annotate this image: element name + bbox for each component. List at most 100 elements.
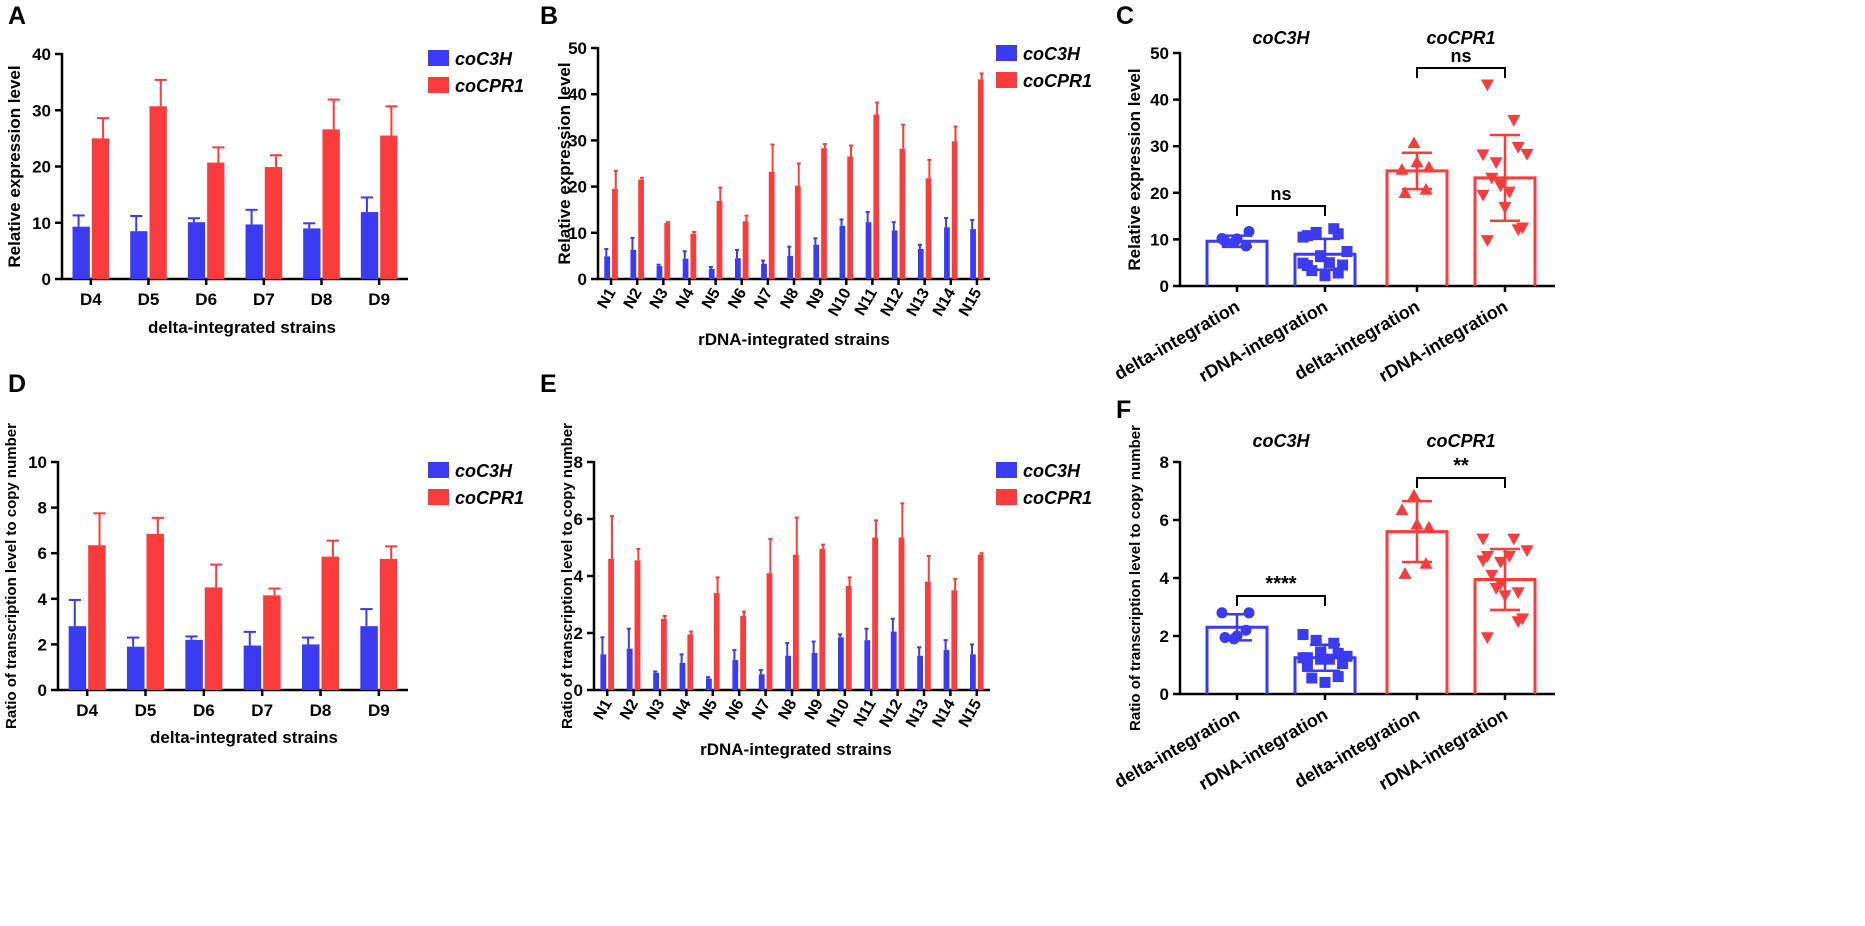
y-axis-title: Ratio of transcription level to copy num… — [3, 423, 20, 729]
bar-coCPR1-N5 — [713, 593, 720, 690]
x-tick-label: N3 — [644, 696, 669, 722]
x-tick-label: D6 — [193, 701, 215, 720]
data-point — [1476, 533, 1490, 546]
data-point — [1332, 647, 1344, 659]
legend-swatch-coC3H — [996, 462, 1017, 478]
bar-coCPR1-D7 — [264, 167, 283, 279]
x-tick-label: N7 — [749, 696, 774, 722]
legend-label-coCPR1: coCPR1 — [1023, 488, 1092, 508]
legend-label-coC3H: coC3H — [1023, 44, 1081, 64]
bar-coC3H-N8 — [787, 255, 793, 279]
x-tick-label: D7 — [253, 290, 275, 309]
bar-coCPR1-N12 — [898, 537, 905, 690]
data-point — [1315, 653, 1327, 665]
data-point — [1341, 650, 1353, 662]
y-tick-label: 4 — [1160, 569, 1170, 588]
bar-coC3H-D7 — [245, 224, 263, 279]
bar-coC3H-N13 — [917, 248, 924, 279]
bar-coCPR1-N4 — [687, 634, 694, 690]
bar-coCPR1-D7 — [263, 595, 281, 690]
significance-bracket — [1416, 67, 1506, 78]
x-tick-label: D8 — [310, 701, 332, 720]
group-label-coCPR1: coCPR1 — [1426, 28, 1495, 48]
bar-coC3H-N1 — [600, 654, 607, 690]
y-tick-label: 6 — [38, 544, 47, 563]
data-point — [1216, 607, 1228, 619]
data-point — [1301, 660, 1313, 672]
data-point — [1407, 488, 1421, 501]
x-tick-label: N15 — [956, 696, 985, 730]
y-tick-label: 2 — [574, 624, 583, 643]
data-point — [1511, 141, 1525, 154]
y-axis-title: Ratio of transcription level to copy num… — [559, 423, 576, 729]
panel-letter: B — [540, 2, 558, 30]
x-tick-label: N10 — [824, 696, 853, 730]
data-point — [1480, 551, 1494, 563]
y-tick-label: 8 — [1160, 453, 1169, 472]
data-point — [1480, 79, 1494, 92]
bar-coCPR1-N7 — [766, 573, 773, 690]
y-tick-label: 0 — [1160, 685, 1169, 704]
group-label-coCPR1: coCPR1 — [1426, 431, 1495, 451]
y-tick-label: 30 — [32, 101, 51, 120]
data-point — [1395, 163, 1409, 175]
x-tick-label: N5 — [699, 285, 724, 311]
bar-coC3H-D5 — [130, 231, 148, 279]
data-point — [1507, 114, 1521, 127]
significance-label: ns — [1270, 184, 1291, 204]
legend-swatch-coCPR1 — [996, 72, 1017, 88]
bar-coC3H-N15 — [970, 229, 976, 279]
y-tick-label: 40 — [1150, 91, 1169, 110]
bar-coCPR1-D8 — [322, 129, 340, 279]
significance-bracket — [1236, 205, 1326, 216]
data-point — [1516, 222, 1530, 235]
data-point — [1480, 632, 1494, 644]
y-tick-label: 40 — [568, 85, 587, 104]
y-tick-label: 40 — [32, 45, 51, 64]
bar-coCPR1-N2 — [634, 560, 641, 690]
bar-coC3H-D7 — [243, 645, 262, 690]
y-tick-label: 8 — [574, 453, 583, 472]
bar-coC3H-N14 — [944, 227, 950, 279]
bar-coC3H-N2 — [630, 249, 637, 279]
bar-coC3H-N9 — [811, 652, 818, 690]
bar-coC3H-N2 — [626, 648, 633, 690]
bar-coC3H-N9 — [813, 244, 820, 279]
data-point — [1520, 545, 1534, 557]
bar-coCPR1-D4 — [88, 545, 106, 690]
x-tick-label: D9 — [368, 701, 390, 720]
data-point — [1243, 607, 1255, 619]
panel-letter: D — [8, 370, 26, 398]
x-tick-label: D4 — [80, 290, 102, 309]
bar-coCPR1-N12 — [899, 148, 906, 279]
data-point — [1511, 587, 1525, 599]
legend-label-coCPR1: coCPR1 — [1023, 71, 1092, 91]
data-point — [1332, 267, 1344, 279]
bar-coCPR1-N6 — [740, 615, 747, 690]
bar-coC3H-D9 — [360, 212, 379, 279]
legend-label-coC3H: coC3H — [455, 461, 513, 481]
bar-coC3H-N4 — [682, 258, 689, 279]
legend-label-coC3H: coC3H — [455, 49, 513, 69]
bar-coCPR1-N9 — [821, 148, 827, 279]
data-point — [1398, 186, 1412, 198]
bar-coCPR1-N4 — [690, 233, 697, 279]
y-tick-label: 20 — [1150, 184, 1169, 203]
bar-coCPR1-N3 — [664, 223, 671, 279]
bar-coCPR1-N14 — [951, 590, 958, 690]
x-tick-label: N8 — [776, 696, 801, 722]
bar-coC3H-N10 — [837, 637, 844, 690]
data-point — [1306, 672, 1318, 684]
x-tick-label: N2 — [617, 696, 642, 722]
data-point — [1395, 503, 1409, 516]
bar-coCPR1-N7 — [768, 171, 775, 279]
y-tick-label: 50 — [1150, 44, 1169, 63]
bar-coC3H-N3 — [656, 266, 663, 279]
x-tick-label: N1 — [591, 696, 616, 722]
x-tick-label: D5 — [135, 701, 157, 720]
bar-coCPR1-D4 — [91, 138, 110, 279]
bar-coC3H-N11 — [864, 640, 871, 690]
x-axis-title: delta-integrated strains — [148, 318, 336, 337]
bar-coCPR1-N13 — [925, 581, 931, 690]
